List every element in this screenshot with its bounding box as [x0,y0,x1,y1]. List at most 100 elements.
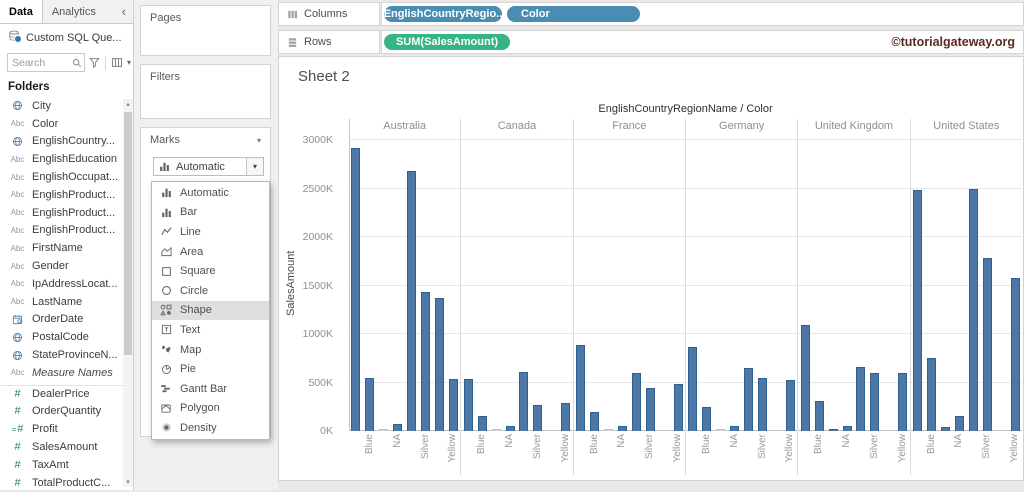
bar[interactable] [688,347,697,431]
column-field-header: EnglishCountryRegionName / Color [349,103,1022,115]
pie-icon [159,364,173,375]
field-item[interactable]: AbcEnglishProduct... [0,222,133,240]
bar[interactable] [856,367,865,431]
bar[interactable] [1011,278,1020,431]
field-item[interactable]: #DealerPrice [0,385,133,403]
bar[interactable] [702,407,711,431]
mark-option-shape[interactable]: Shape [152,301,269,321]
country-panel: United KingdomBlueNASilverYellow [798,119,910,475]
bar[interactable] [646,388,655,431]
color-label: Blue [589,434,600,454]
field-label: StateProvinceN... [32,349,118,361]
bar[interactable] [969,189,978,432]
bar[interactable] [561,403,570,431]
mark-option-text[interactable]: Text [152,320,269,340]
field-item[interactable]: #OrderQuantity [0,403,133,421]
mark-option-gantt-bar[interactable]: Gantt Bar [152,379,269,399]
field-item[interactable]: AbcMeasure Names [0,364,133,382]
field-item[interactable]: AbcLastName [0,293,133,311]
bar[interactable] [955,416,964,431]
mark-option-circle[interactable]: Circle [152,281,269,301]
bar[interactable] [632,373,641,431]
collapse-pane-button[interactable]: ‹ [115,0,133,23]
bar[interactable] [913,190,922,432]
bar[interactable] [421,292,430,431]
tab-analytics[interactable]: Analytics [43,0,105,23]
bar[interactable] [519,372,528,431]
field-item[interactable]: PostalCode [0,328,133,346]
pages-shelf[interactable]: Pages [140,5,271,56]
bar[interactable] [576,345,585,431]
field-item[interactable]: AbcEnglishOccupat... [0,168,133,186]
field-item[interactable]: AbcIpAddressLocat... [0,275,133,293]
pill-color[interactable]: Color [507,6,640,22]
bar[interactable] [435,298,444,431]
bar[interactable] [898,373,907,431]
columns-shelf[interactable]: EnglishCountryRegio.. Color [381,2,1024,26]
field-item[interactable]: OrderDate [0,311,133,329]
mark-option-polygon[interactable]: Polygon [152,399,269,419]
bar[interactable] [674,384,683,431]
field-item[interactable]: #TaxAmt [0,456,133,474]
pill-english-country-region[interactable]: EnglishCountryRegio.. [384,6,502,22]
filter-fields-button[interactable] [87,57,102,68]
mark-option-square[interactable]: Square [152,261,269,281]
mark-option-automatic[interactable]: Automatic [152,183,269,203]
scrollbar-thumb[interactable] [124,112,132,355]
mark-option-line[interactable]: Line [152,222,269,242]
field-item[interactable]: StateProvinceN... [0,346,133,364]
scroll-down-icon[interactable]: ▾ [123,478,133,486]
field-item[interactable]: AbcEnglishProduct... [0,186,133,204]
scroll-up-icon[interactable]: ▴ [123,100,133,108]
field-item[interactable]: EnglishCountry... [0,133,133,151]
bar[interactable] [393,424,402,431]
bar[interactable] [801,325,810,431]
mark-type-dropdown-button[interactable]: ▾ [246,158,263,175]
field-item[interactable]: AbcEnglishProduct... [0,204,133,222]
bar[interactable] [365,378,374,431]
view-options-button[interactable] [109,57,125,68]
data-pane-scrollbar[interactable]: ▴ ▾ [123,99,133,487]
mark-option-area[interactable]: Area [152,242,269,262]
field-item[interactable]: AbcGender [0,257,133,275]
field-item[interactable]: #TotalProductC... [0,474,133,492]
chevron-down-icon[interactable]: ▾ [127,58,131,67]
data-source-item[interactable]: Custom SQL Que... [0,24,133,49]
mark-type-select[interactable]: Automatic ▾ [153,157,264,176]
field-label: Color [32,118,58,130]
tab-data[interactable]: Data [0,0,43,23]
bar[interactable] [533,405,542,431]
pill-sum-sales-amount[interactable]: SUM(SalesAmount) [384,34,510,50]
bar[interactable] [983,258,992,431]
rows-shelf[interactable]: SUM(SalesAmount) ©tutorialgateway.org [381,30,1024,54]
bar[interactable] [351,148,360,431]
mark-option-bar[interactable]: Bar [152,203,269,223]
bar[interactable] [815,401,824,431]
chevron-down-icon[interactable]: ▾ [257,136,261,145]
bar[interactable] [478,416,487,432]
bar[interactable] [927,358,936,431]
bar[interactable] [590,412,599,431]
field-item[interactable]: AbcColor [0,115,133,133]
bar[interactable] [786,380,795,431]
filters-label: Filters [141,65,270,89]
field-item[interactable]: AbcEnglishEducation [0,150,133,168]
marks-header: Marks ▾ [141,128,270,150]
field-item[interactable]: AbcFirstName [0,239,133,257]
bar[interactable] [407,171,416,431]
bar[interactable] [758,378,767,431]
field-label: EnglishProduct... [32,224,115,236]
mark-option-label: Text [180,324,200,336]
bar[interactable] [449,379,458,431]
field-item[interactable]: =#Profit [0,420,133,438]
bar[interactable] [464,379,473,431]
bar[interactable] [744,368,753,431]
field-item[interactable]: #SalesAmount [0,438,133,456]
mark-option-density[interactable]: Density [152,418,269,438]
color-label: Blue [476,434,487,454]
mark-option-pie[interactable]: Pie [152,359,269,379]
bar[interactable] [870,373,879,431]
mark-option-map[interactable]: Map [152,340,269,360]
filters-shelf[interactable]: Filters [140,64,271,119]
field-item[interactable]: City [0,97,133,115]
